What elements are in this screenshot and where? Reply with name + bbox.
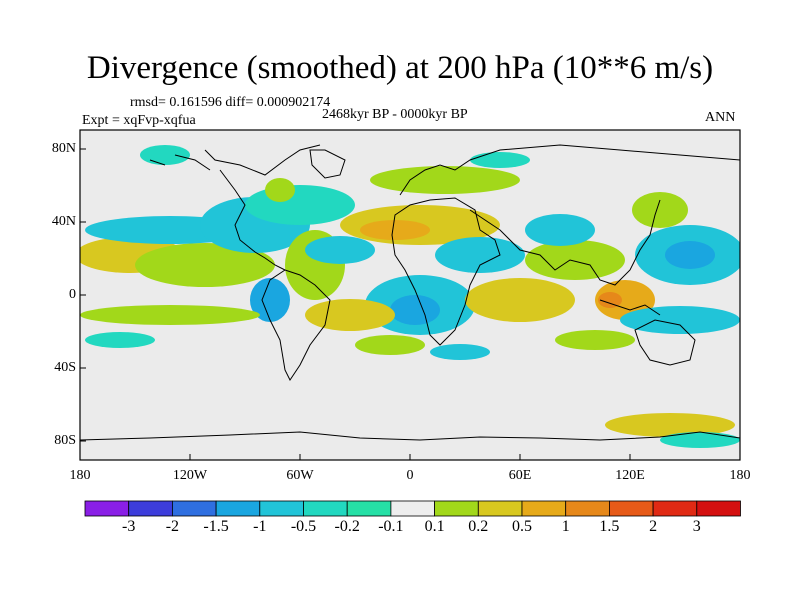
lon-label-120w: 120W bbox=[172, 468, 208, 483]
colorbar-box bbox=[128, 500, 173, 517]
positive-region bbox=[135, 243, 275, 287]
antarctica-coast bbox=[80, 431, 740, 441]
indonesia-coast bbox=[599, 299, 661, 316]
negative-region bbox=[85, 332, 155, 348]
asia-south-coast bbox=[469, 199, 661, 286]
map-title: Divergence (smoothed) at 200 hPa (10**6 … bbox=[86, 50, 714, 86]
lat-label-0: 0 bbox=[69, 287, 76, 302]
colorbar-label: -1.5 bbox=[203, 518, 229, 535]
colorbar-box bbox=[477, 500, 523, 517]
lat-label-80s: 80S bbox=[54, 433, 76, 448]
colorbar-label: 0.5 bbox=[512, 518, 532, 535]
positive-region bbox=[598, 292, 622, 308]
divergence-field bbox=[80, 145, 740, 448]
colorbar-box bbox=[259, 500, 304, 517]
colorbar-label: 2 bbox=[649, 518, 658, 535]
colorbar bbox=[84, 500, 741, 517]
positive-region bbox=[632, 192, 688, 228]
north-america-coast bbox=[204, 144, 321, 271]
positive-region bbox=[360, 220, 430, 240]
negative-region bbox=[470, 152, 530, 168]
colorbar-label: 0.1 bbox=[424, 518, 445, 535]
south-america-coast bbox=[261, 269, 331, 381]
negative-region bbox=[660, 432, 740, 448]
negative-region bbox=[665, 241, 715, 269]
colorbar-box bbox=[84, 500, 130, 517]
negative-region bbox=[430, 344, 490, 360]
alaska-coast bbox=[149, 154, 211, 171]
lon-label-60w: 60W bbox=[286, 468, 314, 483]
positive-region bbox=[80, 305, 260, 325]
colorbar-label: -2 bbox=[165, 518, 180, 535]
lon-label-180e: 180 bbox=[729, 468, 751, 483]
africa-coast bbox=[391, 197, 501, 346]
experiment-label: Expt = xqFvp-xqfua bbox=[82, 113, 196, 128]
colorbar-label: -0.1 bbox=[378, 518, 404, 535]
negative-region bbox=[250, 278, 290, 322]
negative-region bbox=[245, 185, 355, 225]
colorbar-label: -0.2 bbox=[334, 518, 360, 535]
positive-region bbox=[305, 299, 395, 331]
positive-region bbox=[525, 240, 625, 280]
colorbar-box bbox=[434, 500, 479, 517]
lat-label-40s: 40S bbox=[54, 360, 76, 375]
colorbar-box bbox=[390, 500, 435, 517]
australia-coast bbox=[634, 319, 696, 366]
colorbar-label: 3 bbox=[692, 518, 701, 535]
positive-region bbox=[265, 178, 295, 202]
colorbar-label: -0.5 bbox=[290, 518, 317, 535]
coastlines bbox=[80, 144, 740, 441]
colorbar-box bbox=[171, 500, 217, 517]
colorbar-label: 1.5 bbox=[599, 518, 620, 535]
stats-label: rmsd= 0.161596 diff= 0.000902174 bbox=[130, 95, 331, 110]
lat-label-40n: 40N bbox=[51, 214, 76, 229]
lon-label-60e: 60E bbox=[508, 468, 532, 483]
negative-region bbox=[435, 237, 525, 273]
negative-region bbox=[305, 236, 375, 264]
lon-label-120e: 120E bbox=[615, 468, 645, 483]
colorbar-box bbox=[565, 500, 610, 517]
positive-region bbox=[355, 335, 425, 355]
colorbar-label: -1 bbox=[253, 518, 267, 535]
eurasia-north-coast bbox=[399, 144, 740, 196]
greenland-coast bbox=[309, 149, 346, 179]
positive-region bbox=[370, 166, 520, 194]
lon-label-180w: 180 bbox=[69, 468, 91, 483]
negative-region bbox=[620, 306, 740, 334]
negative-region bbox=[140, 145, 190, 165]
colorbar-box bbox=[609, 500, 654, 517]
negative-region bbox=[390, 295, 440, 325]
positive-region bbox=[605, 413, 735, 437]
lat-label-80n: 80N bbox=[51, 141, 76, 156]
tick-marks bbox=[80, 148, 631, 460]
period-label: 2468kyr BP - 0000kyr BP bbox=[322, 107, 468, 122]
colorbar-label: 0.2 bbox=[468, 518, 489, 535]
lon-label-0: 0 bbox=[406, 468, 414, 483]
colorbar-box bbox=[303, 500, 348, 517]
colorbar-label: 1 bbox=[561, 518, 570, 535]
colorbar-box bbox=[346, 500, 392, 517]
negative-region bbox=[525, 214, 595, 246]
colorbar-label: -3 bbox=[122, 518, 136, 535]
colorbar-box bbox=[652, 500, 698, 517]
colorbar-box bbox=[215, 500, 261, 517]
colorbar-box bbox=[696, 500, 741, 517]
positive-region bbox=[555, 330, 635, 350]
positive-region bbox=[465, 278, 575, 322]
season-label: ANN bbox=[705, 110, 736, 125]
colorbar-box bbox=[521, 500, 567, 517]
